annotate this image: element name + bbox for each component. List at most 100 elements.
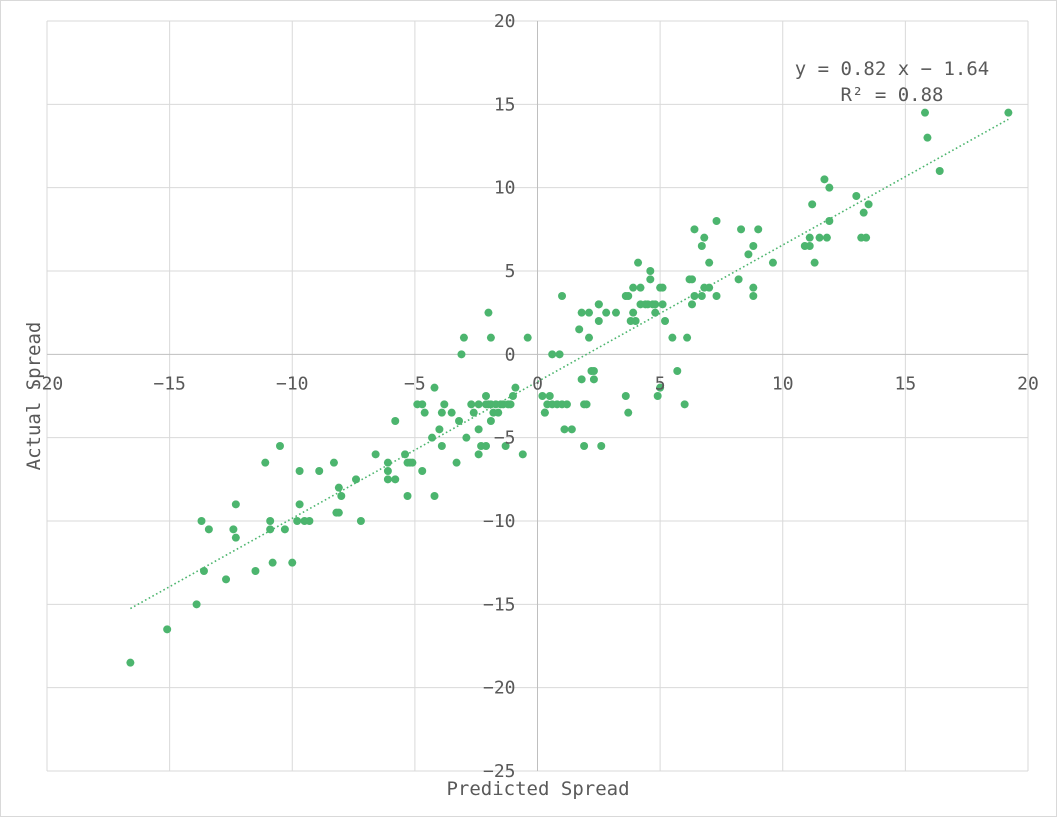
data-point	[494, 408, 503, 417]
data-point	[469, 408, 478, 417]
data-point	[680, 400, 689, 409]
data-point	[403, 492, 412, 500]
data-point	[862, 233, 871, 242]
data-point	[651, 300, 660, 309]
data-point	[744, 250, 753, 259]
data-point	[540, 408, 549, 417]
data-point	[261, 458, 270, 467]
data-point	[805, 242, 814, 250]
data-point	[523, 333, 532, 342]
r-squared-label: R² = 0.88	[841, 84, 944, 106]
data-point	[315, 467, 324, 475]
y-tick-label: −5	[494, 428, 516, 449]
data-point	[1004, 108, 1013, 117]
data-point	[383, 458, 392, 467]
x-tick-label: 10	[772, 373, 794, 394]
data-point	[383, 467, 392, 475]
data-point	[452, 458, 461, 467]
data-point	[805, 233, 814, 242]
x-tick-label: -20	[31, 373, 64, 394]
data-point	[661, 317, 670, 325]
data-point	[391, 417, 400, 425]
data-point	[506, 400, 515, 409]
data-point	[329, 458, 338, 467]
data-point	[688, 300, 697, 309]
data-point	[697, 242, 706, 250]
data-point	[825, 183, 834, 192]
data-point	[266, 517, 275, 525]
data-point	[288, 558, 297, 567]
data-point	[440, 400, 449, 409]
data-point	[197, 517, 206, 525]
data-point	[192, 600, 201, 609]
data-point	[808, 200, 817, 209]
data-point	[280, 525, 289, 534]
data-point	[658, 300, 667, 309]
data-point	[825, 217, 834, 225]
data-point	[391, 475, 400, 484]
data-point	[602, 308, 611, 317]
x-tick-label: 20	[1017, 373, 1039, 394]
trendline	[129, 118, 1009, 610]
data-point	[653, 392, 662, 400]
data-point	[293, 517, 302, 525]
data-point	[582, 400, 591, 409]
data-point	[295, 500, 304, 509]
data-point	[484, 308, 493, 317]
data-point	[266, 525, 275, 534]
data-point	[688, 275, 697, 284]
y-tick-label: 10	[494, 178, 516, 199]
data-point	[447, 408, 456, 417]
data-point	[822, 233, 831, 242]
data-point	[697, 292, 706, 300]
data-point	[852, 192, 861, 200]
data-point	[163, 625, 172, 634]
data-point	[459, 333, 468, 342]
data-point	[420, 408, 429, 417]
data-point	[658, 283, 667, 292]
x-tick-label: −5	[404, 373, 426, 394]
x-tick-label: 5	[655, 373, 666, 394]
data-point	[577, 375, 586, 384]
y-tick-label: −10	[483, 511, 516, 532]
trendline-equation: y = 0.82 x − 1.64	[795, 58, 989, 80]
data-point	[474, 400, 483, 409]
data-point	[455, 417, 464, 425]
data-point	[580, 442, 589, 450]
data-point	[126, 658, 135, 667]
data-point	[585, 308, 594, 317]
data-point	[621, 392, 630, 400]
data-point	[268, 558, 277, 567]
data-points	[126, 108, 1013, 667]
data-point	[229, 525, 238, 534]
data-point	[437, 442, 446, 450]
data-point	[734, 275, 743, 284]
data-point	[594, 317, 603, 325]
data-point	[555, 350, 564, 359]
data-point	[820, 175, 829, 184]
data-point	[749, 283, 758, 292]
y-tick-labels: 20 15 10 5 0 −5 −10 −15 −20 −25	[483, 11, 516, 782]
trendline-path	[129, 118, 1009, 610]
data-point	[538, 392, 547, 400]
y-tick-label: 5	[505, 261, 516, 282]
data-point	[634, 258, 643, 267]
data-point	[486, 333, 495, 342]
data-point	[356, 517, 365, 525]
data-point	[589, 367, 598, 375]
data-point	[474, 425, 483, 434]
data-point	[690, 225, 699, 234]
data-point	[430, 492, 439, 500]
data-point	[611, 308, 620, 317]
data-point	[562, 400, 571, 409]
data-point	[629, 308, 638, 317]
data-point	[481, 442, 490, 450]
data-point	[295, 467, 304, 475]
x-tick-labels: -20 −15 −10 −5 0 5 10 15 20	[31, 373, 1039, 394]
data-point	[408, 458, 417, 467]
y-tick-label: −15	[483, 594, 516, 615]
data-point	[486, 417, 495, 425]
data-point	[749, 242, 758, 250]
data-point	[231, 500, 240, 509]
